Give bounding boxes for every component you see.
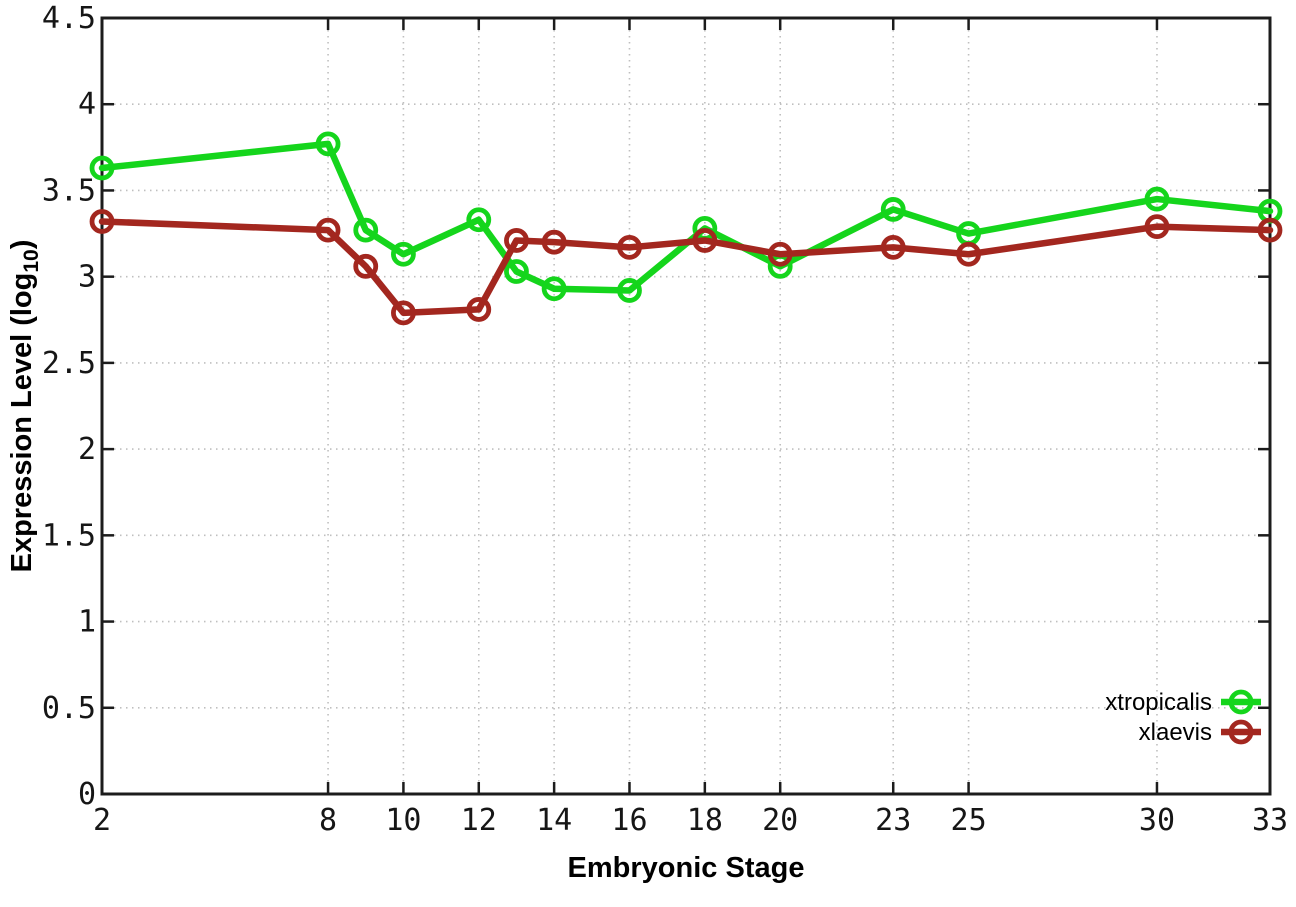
y-tick-label: 2.5: [42, 346, 96, 381]
data-point-marker: [89, 155, 115, 181]
data-point-marker: [1144, 186, 1170, 212]
x-tick-label: 20: [762, 803, 798, 838]
x-tick-label: 14: [536, 803, 572, 838]
y-tick-label: 2: [78, 432, 96, 467]
data-point-marker: [880, 234, 906, 260]
legend-marker-icon-xlaevis: [1228, 719, 1254, 745]
plot-border: [100, 16, 1272, 796]
y-axis-title: Expression Level (log10): [6, 240, 43, 573]
y-tick-label: 4.5: [42, 1, 96, 36]
data-point-marker: [315, 217, 341, 243]
data-point-marker: [466, 207, 492, 233]
data-point-marker: [89, 209, 115, 234]
y-tick-label: 3: [78, 260, 96, 295]
x-tick-label: 25: [951, 803, 987, 838]
y-axis-title-subscript: 10: [20, 249, 43, 272]
legend-label-xtropicalis: xtropicalis: [1105, 689, 1212, 716]
series-xlaevis: [89, 209, 1283, 326]
y-tick-label: 1: [78, 605, 96, 640]
data-point-marker: [353, 217, 379, 243]
x-tick-label: 23: [875, 803, 911, 838]
y-axis-title-text: Expression Level (log: [6, 273, 38, 573]
tick-labels: 2 8 10 12 14 16 18 20 23 25 30 33 0 0.5 1 1.5 2 2.5 3 3.5 4 4…: [42, 1, 1288, 838]
data-point-marker: [391, 241, 416, 267]
y-tick-label: 1.5: [42, 518, 96, 553]
x-tick-label: 33: [1252, 803, 1288, 838]
data-point-marker: [1257, 217, 1283, 243]
data-point-marker: [315, 131, 341, 157]
y-tick-label: 0.5: [42, 691, 96, 726]
legend-label-xlaevis: xlaevis: [1139, 719, 1212, 746]
data-point-marker: [391, 300, 416, 326]
data-point-marker: [466, 297, 492, 322]
y-tick-label: 4: [78, 87, 96, 122]
x-tick-label: 30: [1139, 803, 1175, 838]
legend: xtropicalis xlaevis: [1105, 689, 1261, 746]
series-line: [98, 140, 1274, 294]
x-tick-label: 10: [385, 803, 421, 838]
y-tick-label: 0: [78, 777, 96, 812]
y-tick-label: 3.5: [42, 173, 96, 208]
data-point-marker: [1144, 214, 1170, 240]
x-tick-label: 16: [611, 803, 647, 838]
axis-ticks: [100, 16, 1272, 796]
x-tick-label: 2: [93, 803, 111, 838]
x-tick-label: 8: [319, 803, 337, 838]
legend-item-xtropicalis: xtropicalis: [1105, 689, 1261, 716]
x-tick-label: 18: [687, 803, 723, 838]
data-point-marker: [767, 241, 793, 267]
data-point-marker: [956, 241, 981, 267]
legend-item-xlaevis: xlaevis: [1139, 719, 1261, 746]
grid: [102, 18, 1270, 794]
data-point-marker: [617, 278, 642, 303]
data-point-marker: [617, 234, 642, 260]
data-point-marker: [541, 276, 567, 302]
data-point-marker: [880, 197, 906, 222]
x-axis-title: Embryonic Stage: [568, 852, 805, 884]
data-point-marker: [541, 229, 567, 255]
y-axis-title-suffix: ): [6, 240, 38, 250]
data-point-marker: [504, 228, 529, 253]
data-point-marker: [504, 259, 529, 284]
plot-area: 2 8 10 12 14 16 18 20 23 25 30 33 0 0.5 1 1.5 2 2.5 3 3.5 4 4…: [42, 1, 1288, 838]
data-point-marker: [692, 228, 718, 253]
legend-marker-icon-xtropicalis: [1228, 689, 1254, 715]
series-line: [98, 218, 1274, 317]
series-xtropicalis: [89, 131, 1283, 303]
data-point-marker: [353, 253, 379, 279]
x-tick-label: 12: [461, 803, 497, 838]
